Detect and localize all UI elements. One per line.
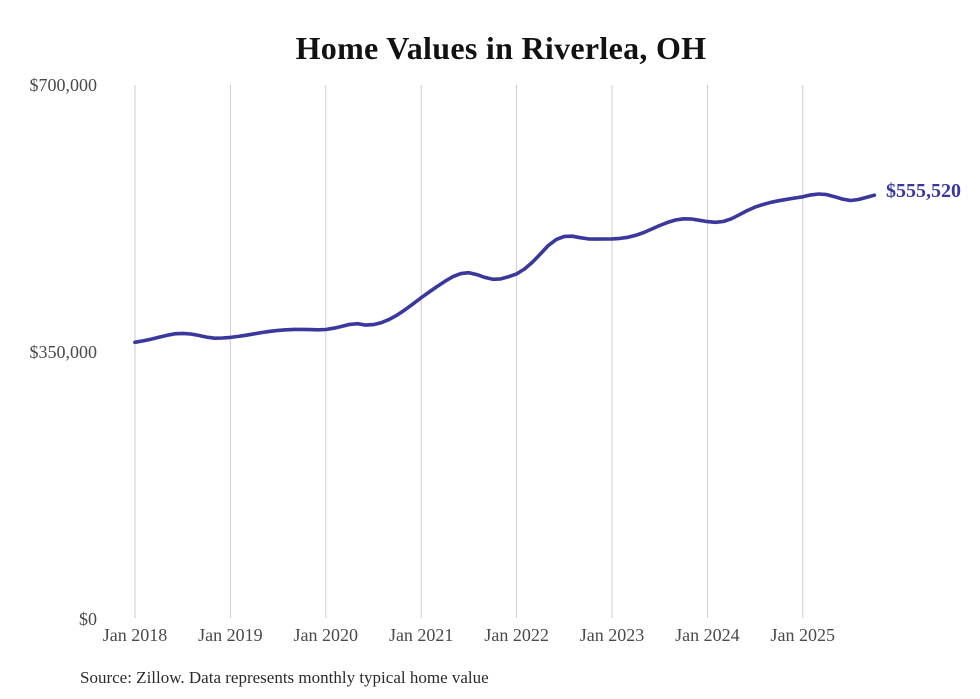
x-axis-tick-labels: Jan 2018 Jan 2019 Jan 2020 Jan 2021 Jan 2022…: [103, 625, 835, 645]
x-tick-label: Jan 2022: [484, 625, 549, 645]
y-tick-label: $350,000: [30, 342, 98, 362]
chart-title: Home Values in Riverlea, OH: [295, 30, 707, 66]
y-tick-label: $700,000: [30, 75, 98, 95]
end-value-label: $555,520: [886, 180, 961, 202]
x-tick-label: Jan 2020: [294, 625, 359, 645]
y-tick-label: $0: [79, 609, 97, 629]
x-tick-label: Jan 2024: [675, 625, 740, 645]
x-tick-label: Jan 2025: [771, 625, 836, 645]
year-gridlines: [134, 85, 804, 618]
y-axis-tick-labels: $0 $350,000 $700,000: [30, 75, 98, 629]
home-value-line: [133, 192, 877, 345]
source-note: Source: Zillow. Data represents monthly …: [80, 668, 489, 687]
x-tick-label: Jan 2019: [198, 625, 263, 645]
x-tick-label: Jan 2023: [580, 625, 645, 645]
x-tick-label: Jan 2018: [103, 625, 168, 645]
x-tick-label: Jan 2021: [389, 625, 454, 645]
